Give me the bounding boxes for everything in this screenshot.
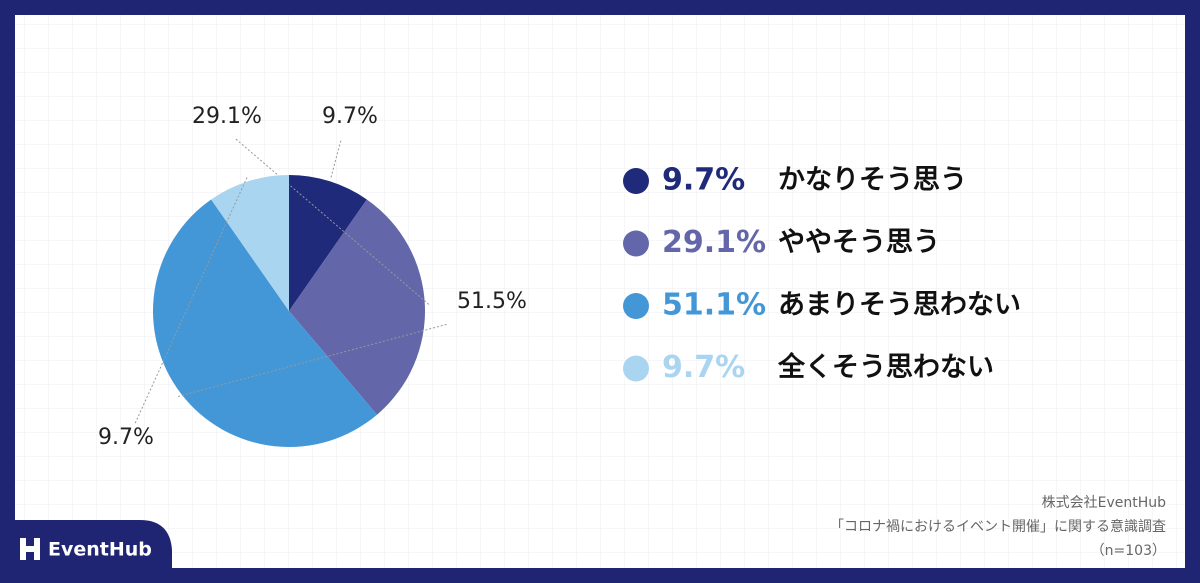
pie-slice	[289, 199, 426, 415]
legend-swatch	[623, 355, 649, 382]
legend-swatch	[623, 168, 649, 194]
legend-label: あまりそう思わない	[778, 290, 1021, 321]
legend-value: 29.1%	[662, 225, 766, 260]
brand-logo	[20, 538, 40, 560]
slice-label: 9.7%	[98, 425, 154, 450]
footer-text: （n=103）	[1091, 543, 1166, 559]
legend-value: 9.7%	[662, 350, 745, 385]
legend-value: 9.7%	[662, 163, 745, 198]
legend-swatch	[623, 230, 649, 257]
slice-label: 9.7%	[322, 104, 378, 129]
footer-text: 株式会社EventHub	[1042, 495, 1167, 511]
pie-slice	[211, 175, 289, 311]
brand-name: EventHub	[48, 539, 152, 561]
legend-label: 全くそう思わない	[777, 351, 994, 383]
legend-swatch	[623, 293, 649, 319]
leader-line	[330, 138, 342, 178]
slice-label: 51.5%	[457, 289, 527, 314]
pie: 9.7% 29.1% 51.5% 9.7%	[98, 104, 527, 450]
pie-slice	[289, 175, 367, 311]
logo-icon	[20, 538, 40, 560]
leader-line	[177, 323, 449, 397]
slice-label: 29.1%	[192, 104, 262, 129]
footer-text: 「コロナ禍におけるイベント開催」に関する意識調査	[830, 518, 1166, 535]
legend: 9.7% かなりそう思う 29.1% ややそう思う 51.1% あまりそう思わない 9.7%…	[623, 163, 1021, 385]
leader-line	[134, 177, 248, 425]
footer: 株式会社EventHub 「コロナ禍におけるイベント開催」に関する意識調査 （n=1…	[830, 495, 1166, 559]
legend-label: かなりそう思う	[778, 165, 967, 196]
brand-tab	[0, 520, 172, 583]
legend-value: 51.1%	[662, 288, 766, 323]
legend-label: ややそう思う	[778, 227, 940, 258]
